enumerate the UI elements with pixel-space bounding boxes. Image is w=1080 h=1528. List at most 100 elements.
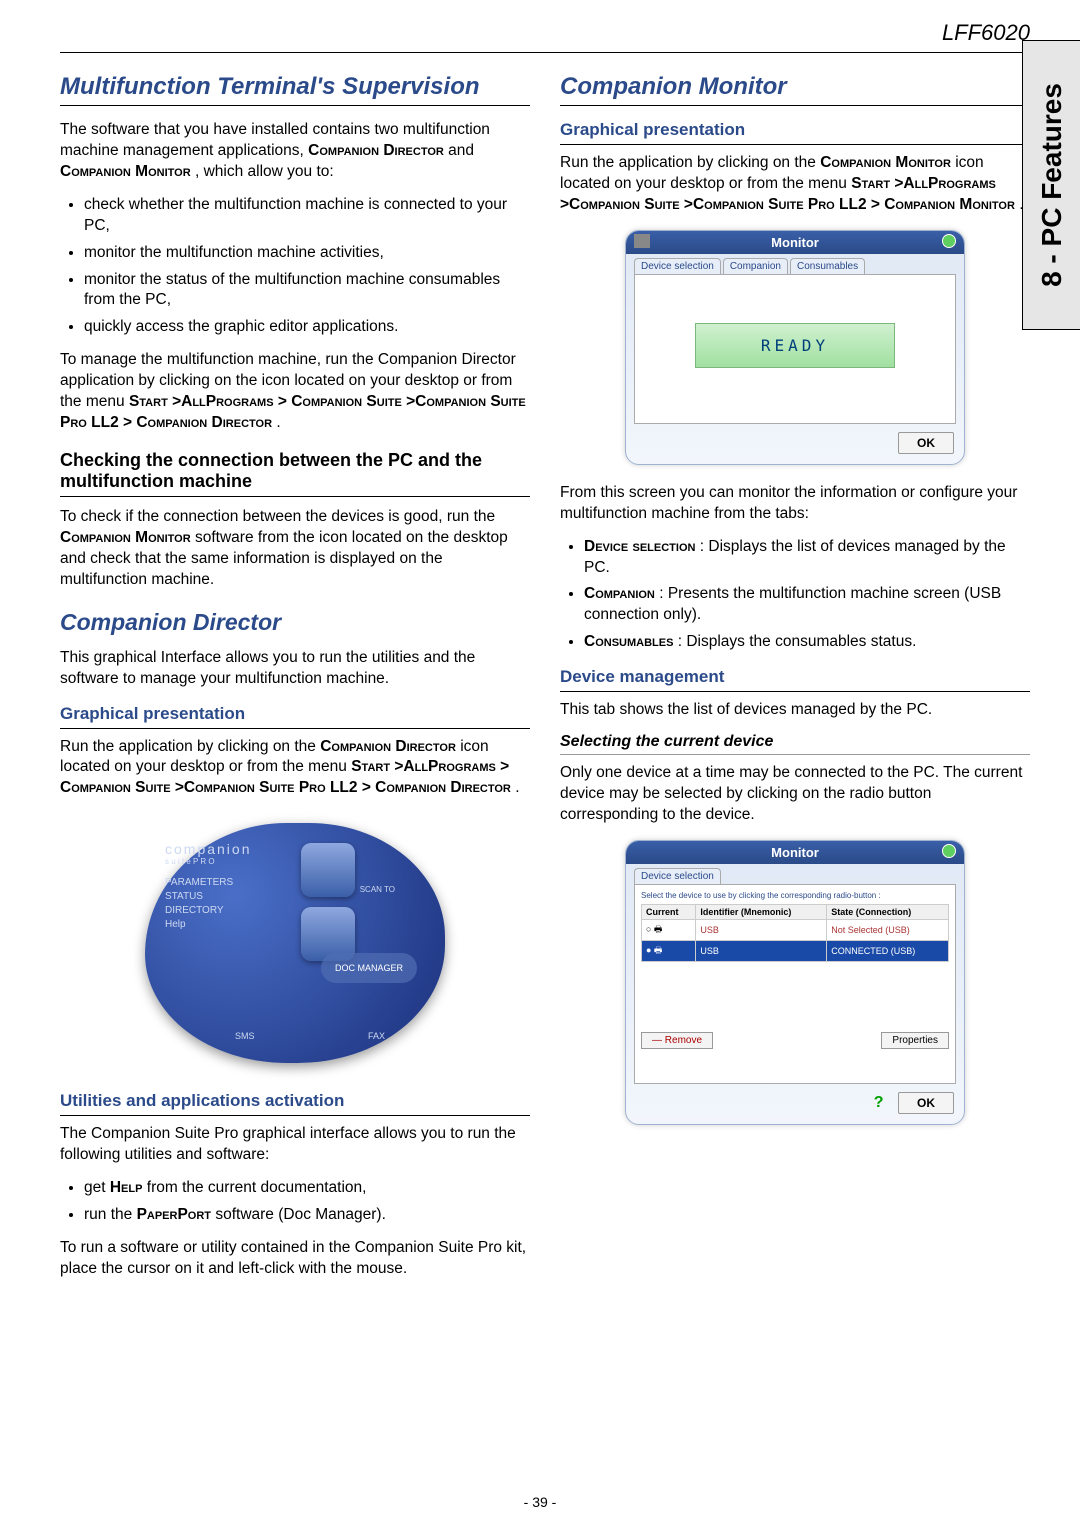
subheading-graphical-presentation-r: Graphical presentation xyxy=(560,120,1030,145)
blob-directory: DIRECTORY xyxy=(165,905,224,916)
table-header-row: Current Identifier (Mnemonic) State (Con… xyxy=(642,904,949,919)
ok-button[interactable]: OK xyxy=(898,1092,954,1114)
tab-companion[interactable]: Companion xyxy=(723,258,788,274)
list-item: Consumables : Displays the consumables s… xyxy=(584,632,1030,653)
intro-and: and xyxy=(448,142,474,159)
subheading-graphical-presentation: Graphical presentation xyxy=(60,704,530,729)
monitor-run-paragraph: Run the application by clicking on the C… xyxy=(560,153,1030,216)
paperport-sc: PaperPort xyxy=(137,1206,211,1223)
director-run-paragraph: Run the application by clicking on the C… xyxy=(60,737,530,800)
side-tab-text: 8 - PC Features xyxy=(1036,83,1068,287)
run-software-paragraph: To run a software or utility contained i… xyxy=(60,1238,530,1280)
check-connection-paragraph: To check if the connection between the d… xyxy=(60,507,530,591)
monitor-window-ready: Monitor Device selection Companion Consu… xyxy=(625,230,965,465)
text: . xyxy=(515,779,519,796)
id-cell: USB xyxy=(696,940,827,961)
text: software (Doc Manager). xyxy=(215,1206,386,1223)
blob-param: PARAMETERS xyxy=(165,877,233,888)
content-columns: Multifunction Terminal's Supervision The… xyxy=(60,67,1030,1292)
left-column: Multifunction Terminal's Supervision The… xyxy=(60,67,530,1292)
device-mgmt-paragraph: This tab shows the list of devices manag… xyxy=(560,700,1030,721)
tab-device-selection[interactable]: Device selection xyxy=(634,258,721,274)
bottom-buttons: — Remove Properties xyxy=(641,1032,949,1049)
remove-button[interactable]: — Remove xyxy=(641,1032,713,1049)
list-item: run the PaperPort software (Doc Manager)… xyxy=(84,1205,530,1226)
companion-monitor-sc: Companion Monitor xyxy=(60,163,191,180)
monitor-window-device-selection: Monitor Device selection Select the devi… xyxy=(625,840,965,1125)
monitor-tabs: Device selection Companion Consumables xyxy=(626,254,964,274)
section-title-companion-director: Companion Director xyxy=(60,609,530,636)
page-number: - 39 - xyxy=(0,1494,1080,1510)
hint-text: Select the device to use by clicking the… xyxy=(641,891,949,900)
tab-device-selection[interactable]: Device selection xyxy=(634,868,721,884)
th-state: State (Connection) xyxy=(827,904,949,919)
id-cell: USB xyxy=(696,919,827,940)
menu-path-sc: Start >AllPrograms > Companion Suite >Co… xyxy=(60,393,526,431)
tabs-description-list: Device selection : Displays the list of … xyxy=(584,537,1030,654)
remove-label: Remove xyxy=(665,1035,702,1046)
section-title-supervision: Multifunction Terminal's Supervision xyxy=(60,73,530,106)
text: Run the application by clicking on the xyxy=(60,738,320,755)
select-device-paragraph: Only one device at a time may be connect… xyxy=(560,763,1030,826)
scan-icon xyxy=(301,843,355,897)
help-sc: Help xyxy=(110,1179,143,1196)
chapter-side-tab: 8 - PC Features xyxy=(1022,40,1080,330)
intro-paragraph: The software that you have installed con… xyxy=(60,120,530,183)
radio-cell[interactable]: ○ 🖶 xyxy=(642,919,696,940)
companion-director-sc: Companion Director xyxy=(308,142,444,159)
radio-cell[interactable]: ● 🖶 xyxy=(642,940,696,961)
monitor-title-bar: Monitor xyxy=(626,841,964,864)
supervision-list: check whether the multifunction machine … xyxy=(84,195,530,339)
monitor-title: Monitor xyxy=(771,845,819,860)
device-selection-sc: Device selection xyxy=(584,538,695,555)
tab-consumables[interactable]: Consumables xyxy=(790,258,865,274)
scan-to-label: SCAN TO xyxy=(360,885,395,894)
text: from the current documentation, xyxy=(147,1179,367,1196)
subheading-utilities-activation: Utilities and applications activation xyxy=(60,1091,530,1116)
companion-director-screenshot: companion s u i t e P R O PARAMETERS STA… xyxy=(135,813,455,1073)
sms-label: SMS xyxy=(235,1031,255,1041)
blob-title: companion xyxy=(165,841,252,857)
consumables-sc: Consumables xyxy=(584,633,673,650)
table-row[interactable]: ○ 🖶 USB Not Selected (USB) xyxy=(642,919,949,940)
blob-subtitle: s u i t e P R O xyxy=(165,857,215,866)
subheading-selecting-current-device: Selecting the current device xyxy=(560,733,1030,755)
text: To check if the connection between the d… xyxy=(60,508,495,525)
blob-status: STATUS xyxy=(165,891,203,902)
text: run the xyxy=(84,1206,137,1223)
list-item: check whether the multifunction machine … xyxy=(84,195,530,237)
doc-manager-label: DOC MANAGER xyxy=(335,963,403,973)
doc-manager-bubble: DOC MANAGER xyxy=(321,953,417,983)
th-identifier: Identifier (Mnemonic) xyxy=(696,904,827,919)
monitor-desc-paragraph: From this screen you can monitor the inf… xyxy=(560,483,1030,525)
text: . xyxy=(276,414,280,431)
companion-sc: Companion xyxy=(584,585,655,602)
companion-director-sc: Companion Director xyxy=(320,738,456,755)
ok-button[interactable]: OK xyxy=(898,432,954,454)
companion-monitor-sc: Companion Monitor xyxy=(60,529,191,546)
monitor-footer: OK xyxy=(626,432,964,464)
list-item: quickly access the graphic editor applic… xyxy=(84,317,530,338)
monitor-footer: ? OK xyxy=(626,1092,964,1124)
right-column: Companion Monitor Graphical presentation… xyxy=(560,67,1030,1292)
table-row-selected[interactable]: ● 🖶 USB CONNECTED (USB) xyxy=(642,940,949,961)
subheading-checking-connection: Checking the connection between the PC a… xyxy=(60,450,530,497)
state-cell: CONNECTED (USB) xyxy=(827,940,949,961)
monitor-body: READY xyxy=(634,274,956,424)
manage-paragraph: To manage the multifunction machine, run… xyxy=(60,350,530,434)
properties-button[interactable]: Properties xyxy=(881,1032,949,1049)
help-icon[interactable]: ? xyxy=(874,1094,884,1111)
ready-display: READY xyxy=(695,323,895,368)
section-title-companion-monitor: Companion Monitor xyxy=(560,73,1030,106)
list-item: get Help from the current documentation, xyxy=(84,1178,530,1199)
director-intro: This graphical Interface allows you to r… xyxy=(60,648,530,690)
device-table: Current Identifier (Mnemonic) State (Con… xyxy=(641,904,949,962)
close-icon[interactable] xyxy=(942,234,956,248)
blob-help: Help xyxy=(165,919,186,930)
close-icon[interactable] xyxy=(942,844,956,858)
list-item: monitor the multifunction machine activi… xyxy=(84,243,530,264)
subheading-device-management: Device management xyxy=(560,667,1030,692)
companion-monitor-sc: Companion Monitor xyxy=(820,154,951,171)
list-item: Device selection : Displays the list of … xyxy=(584,537,1030,579)
text: get xyxy=(84,1179,110,1196)
